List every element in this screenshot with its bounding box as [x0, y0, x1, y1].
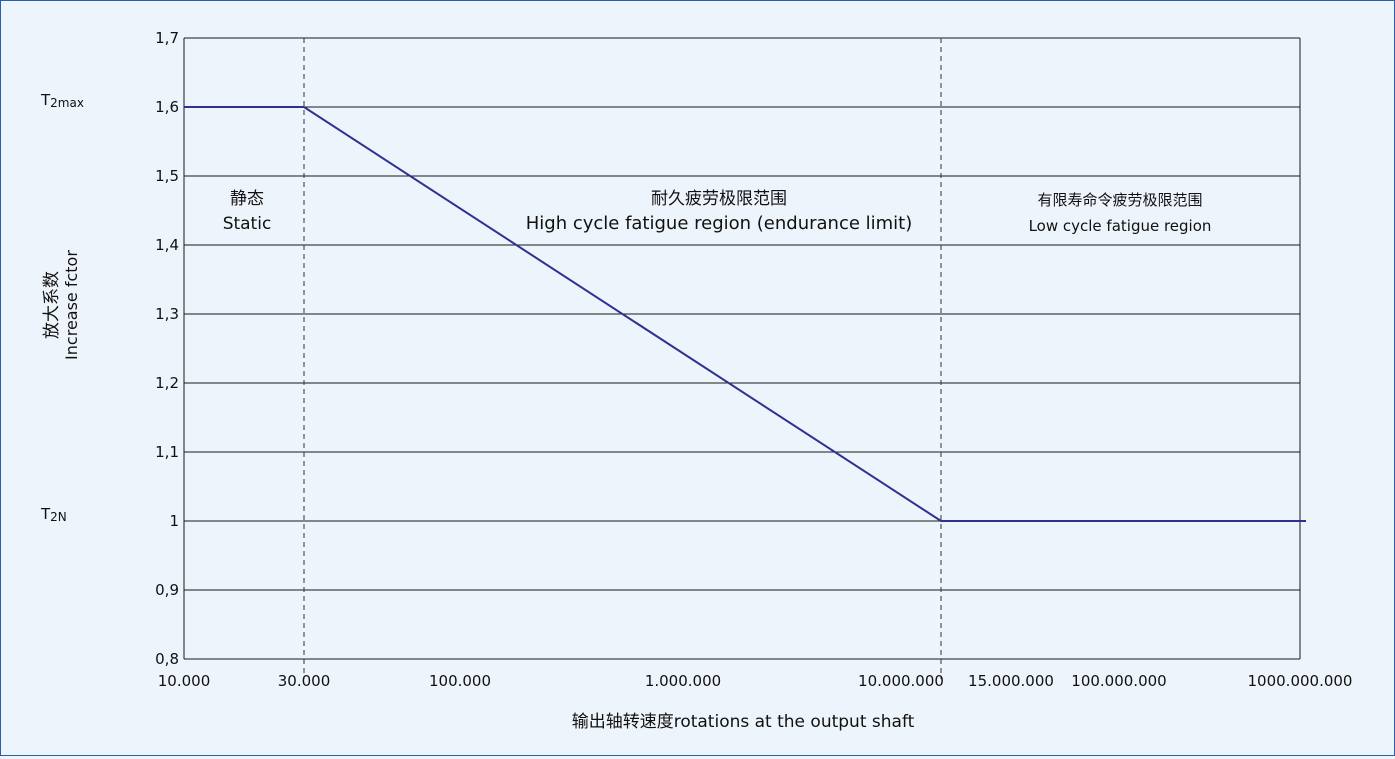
- x-tick-label: 30.000: [278, 672, 331, 690]
- region-label-cn: 耐久疲劳极限范围: [651, 189, 787, 209]
- y-tick-label: 1,7: [155, 29, 179, 47]
- y-axis-label-cn: 放大系数: [42, 271, 62, 339]
- series-line: [184, 106, 1306, 522]
- x-tick-label: 1000.000.000: [1248, 672, 1353, 690]
- y-tick-label: 1,1: [155, 443, 179, 461]
- y-tick-label: 1,3: [155, 305, 179, 323]
- y-tick-label: 1,2: [155, 374, 179, 392]
- y-axis-label-en: Increase fctor: [62, 250, 81, 360]
- y-tick-label: 1,5: [155, 167, 179, 185]
- region-label-en: Static: [223, 214, 272, 234]
- x-tick-label: 15.000.000: [968, 672, 1054, 690]
- x-tick-labels: 10.000 30.000 100.000 1.000.000 10.000.000 15…: [158, 672, 1353, 690]
- y-tick-label: 1,6: [155, 98, 179, 116]
- x-tick-label: 100.000.000: [1071, 672, 1166, 690]
- y-tick-label: 1: [169, 512, 179, 530]
- y-tick-label: 0,8: [155, 650, 179, 668]
- x-tick-label: 10.000: [158, 672, 211, 690]
- x-axis-label: 输出轴转速度rotations at the output shaft: [572, 712, 915, 732]
- y-side-label: T2N: [40, 505, 67, 524]
- series-group: [184, 106, 1306, 522]
- y-side-labels: T2max T2N: [40, 91, 84, 524]
- x-tick-label: 10.000.000: [858, 672, 944, 690]
- y-axis-label: 放大系数 Increase fctor: [42, 250, 81, 360]
- y-tick-label: 0,9: [155, 581, 179, 599]
- grid-lines: [183, 37, 1301, 660]
- y-tick-labels: 0,8 0,9 1 1,1 1,2 1,3 1,4 1,5 1,6 1,7: [155, 29, 179, 668]
- x-tick-label: 100.000: [429, 672, 491, 690]
- region-label-cn: 静态: [230, 189, 264, 209]
- y-tick-label: 1,4: [155, 236, 179, 254]
- region-dividers: [303, 38, 942, 679]
- region-label-en: High cycle fatigue region (endurance lim…: [526, 213, 913, 234]
- region-label-en: Low cycle fatigue region: [1029, 217, 1212, 235]
- y-side-label: T2max: [40, 91, 84, 110]
- x-tick-label: 1.000.000: [645, 672, 721, 690]
- region-labels: 静态 Static 耐久疲劳极限范围 High cycle fatigue regio…: [223, 189, 1212, 235]
- region-label-cn: 有限寿命令疲劳极限范围: [1037, 191, 1202, 209]
